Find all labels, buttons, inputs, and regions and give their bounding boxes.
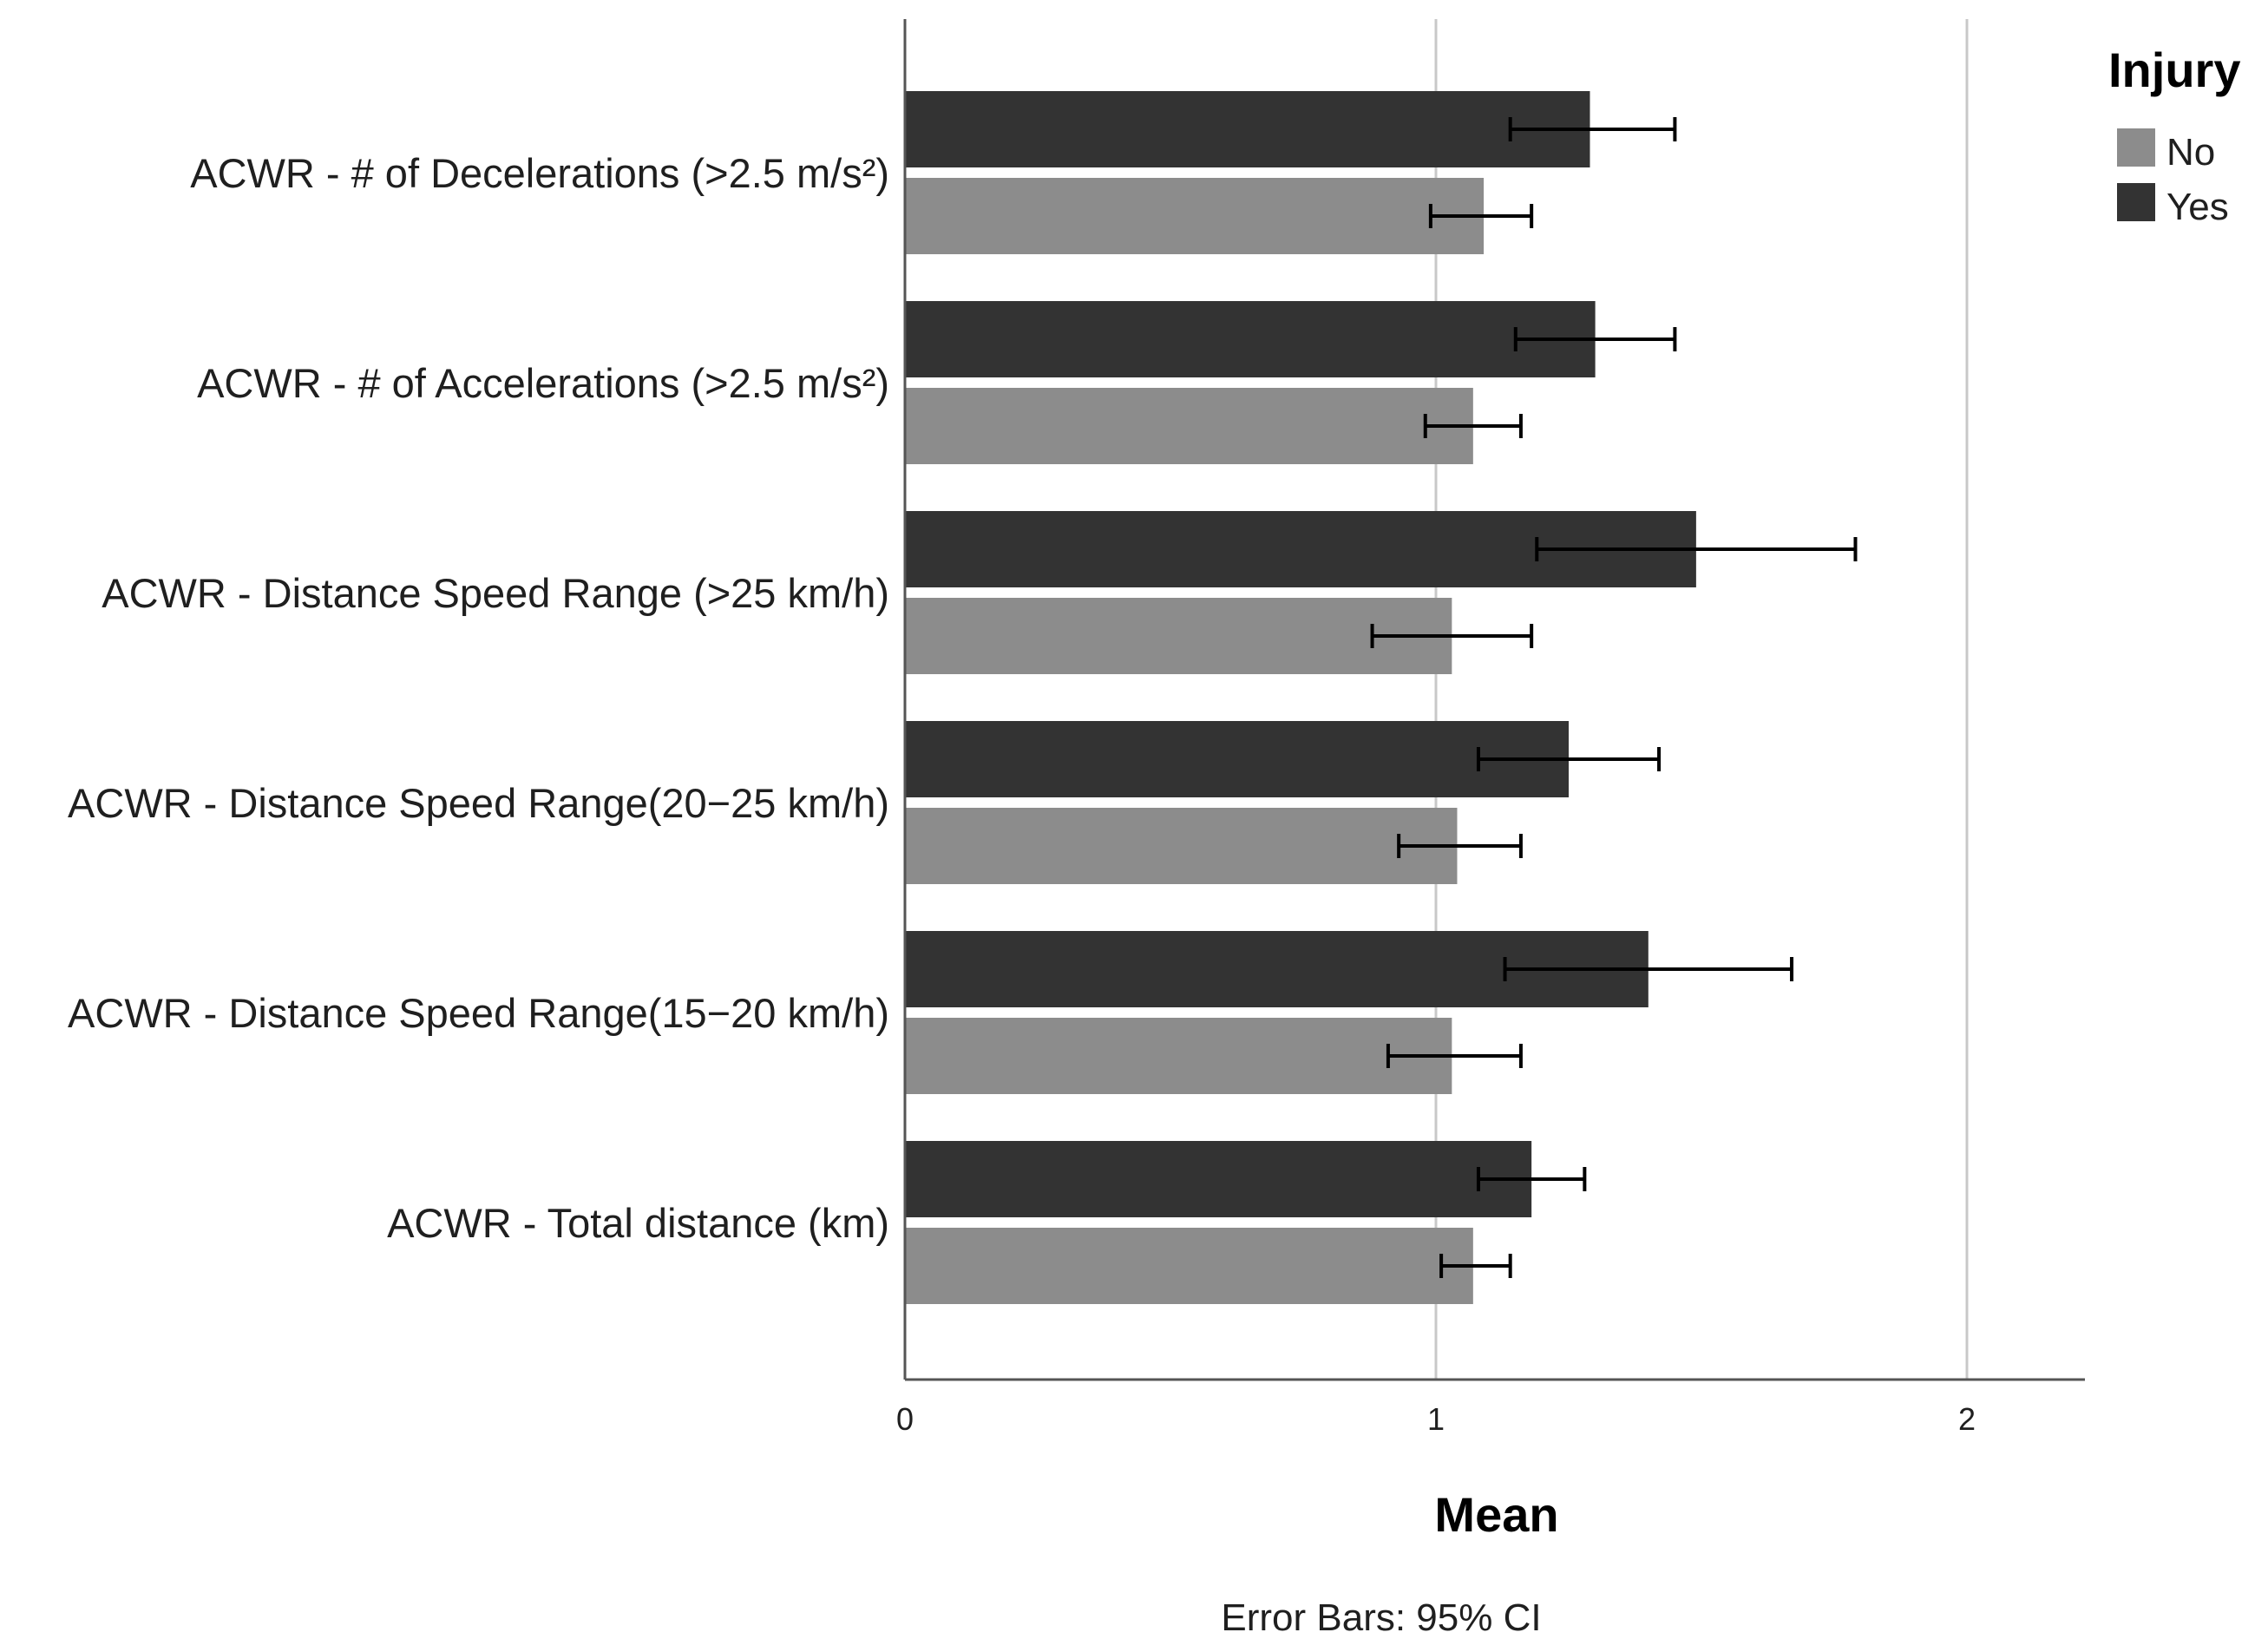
legend-label-yes: Yes [2166, 186, 2229, 228]
bar-no-3 [905, 808, 1458, 884]
bar-no-4 [905, 1018, 1452, 1094]
error-bar-yes-4 [1503, 957, 1794, 981]
x-tick-labels: 0 1 2 [896, 1401, 1976, 1437]
bar-yes-3 [905, 721, 1569, 797]
bar-no-1 [905, 388, 1473, 464]
error-bar-no-0 [1428, 204, 1534, 228]
bar-no-5 [905, 1228, 1473, 1304]
category-label-3: ACWR - Distance Speed Range(20−25 km/h) [68, 780, 889, 826]
x-axis-title: Mean [1434, 1487, 1558, 1542]
bar-no-0 [905, 178, 1485, 254]
category-label-1: ACWR - # of Accelerations (>2.5 m/s²) [197, 360, 889, 406]
bar-yes-1 [905, 301, 1596, 377]
legend-swatch-no [2117, 128, 2155, 167]
error-bar-yes-2 [1535, 537, 1858, 561]
bar-yes-0 [905, 91, 1590, 167]
error-bar-no-4 [1386, 1044, 1523, 1068]
error-bar-yes-3 [1476, 747, 1662, 771]
error-bar-yes-0 [1508, 117, 1677, 141]
x-tick-label: 2 [1958, 1401, 1976, 1437]
bar-no-2 [905, 598, 1452, 674]
axes [903, 19, 2085, 1381]
error-bars [1370, 117, 1858, 1278]
category-label-2: ACWR - Distance Speed Range (>25 km/h) [102, 570, 889, 616]
legend-label-no: No [2166, 131, 2215, 174]
bar-yes-5 [905, 1141, 1532, 1217]
legend: Injury No Yes [2108, 43, 2240, 228]
error-bar-no-2 [1370, 624, 1534, 648]
category-label-4: ACWR - Distance Speed Range(15−20 km/h) [68, 990, 889, 1036]
error-bar-no-3 [1397, 834, 1523, 858]
legend-swatch-yes [2117, 183, 2155, 221]
category-labels: ACWR - # of Decelerations (>2.5 m/s²) ACW… [68, 150, 889, 1246]
category-label-5: ACWR - Total distance (km) [387, 1200, 889, 1246]
error-bar-no-1 [1423, 414, 1523, 438]
legend-title: Injury [2108, 43, 2240, 97]
x-tick-label: 1 [1427, 1401, 1445, 1437]
error-bars-caption: Error Bars: 95% CI [1221, 1596, 1541, 1639]
error-bar-no-5 [1439, 1254, 1512, 1278]
x-tick-label: 0 [896, 1401, 914, 1437]
category-label-0: ACWR - # of Decelerations (>2.5 m/s²) [190, 150, 889, 196]
error-bar-yes-5 [1476, 1167, 1587, 1191]
bars [905, 91, 1696, 1304]
error-bar-yes-1 [1513, 327, 1677, 351]
